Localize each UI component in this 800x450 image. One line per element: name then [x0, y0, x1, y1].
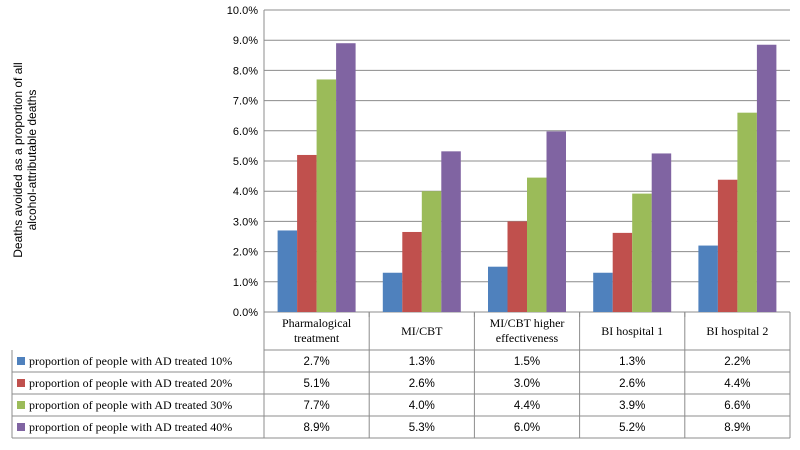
bar [546, 131, 566, 312]
data-label: 4.0% [409, 400, 435, 412]
legend-key [17, 401, 25, 409]
bar [632, 193, 652, 312]
data-label: 5.1% [303, 378, 329, 390]
y-tick-label: 10.0% [227, 5, 258, 17]
y-tick-label: 4.0% [233, 186, 258, 198]
y-axis-label-line: alcohol-attributable deaths [25, 90, 39, 231]
data-label: 2.7% [303, 356, 329, 368]
data-label: 7.7% [303, 400, 329, 412]
data-label: 8.9% [303, 422, 329, 434]
bar [527, 177, 547, 312]
y-tick-label: 0.0% [233, 307, 258, 319]
legend-label: proportion of people with AD treated 40% [29, 420, 232, 434]
bar [277, 230, 298, 312]
bar [737, 112, 757, 313]
legend-key [17, 423, 25, 431]
y-tick-label: 1.0% [233, 277, 258, 289]
category-label: BI hospital 1 [601, 324, 663, 338]
category-label-line: BI hospital 2 [706, 324, 768, 338]
y-tick-label: 6.0% [233, 126, 258, 138]
data-label: 5.2% [619, 422, 645, 434]
bars [277, 43, 777, 313]
data-label: 2.2% [724, 356, 750, 368]
bar [612, 232, 633, 312]
data-label: 1.5% [514, 356, 540, 368]
y-tick-label: 2.0% [233, 247, 258, 259]
y-axis-ticks: 0.0% 1.0% 2.0% 3.0% 4.0% 5.0% 6.0% 7.0% 8.0% 9.0%… [227, 5, 258, 319]
bar [402, 231, 422, 312]
bar [488, 266, 508, 312]
data-label: 6.6% [724, 400, 750, 412]
data-label: 2.6% [619, 378, 645, 390]
data-label: 3.9% [619, 400, 645, 412]
data-label: 1.3% [409, 356, 435, 368]
bar [698, 245, 718, 312]
data-label: 6.0% [514, 422, 540, 434]
category-label-line: BI hospital 1 [601, 324, 663, 338]
y-tick-label: 9.0% [233, 35, 258, 47]
bar [316, 79, 337, 313]
legend-label: proportion of people with AD treated 30% [29, 398, 232, 412]
data-label: 4.4% [724, 378, 750, 390]
y-tick-label: 7.0% [233, 96, 258, 108]
legend-key [17, 379, 25, 387]
bar [441, 151, 461, 312]
category-label-line: MI/CBT [401, 324, 443, 338]
bar [651, 153, 672, 312]
legend-label: proportion of people with AD treated 10% [29, 354, 232, 368]
bar [336, 43, 356, 312]
bar [756, 44, 777, 312]
data-label: 3.0% [514, 378, 540, 390]
data-label: 5.3% [409, 422, 435, 434]
y-tick-label: 3.0% [233, 216, 258, 228]
category-label: MI/CBT higher effectiveness [490, 316, 565, 345]
category-label: BI hospital 2 [706, 324, 768, 338]
category-label-line: MI/CBT higher [490, 316, 565, 330]
bar [507, 221, 527, 312]
bar [421, 191, 442, 312]
category-label: MI/CBT [401, 324, 443, 338]
bar [382, 272, 403, 312]
bar [297, 154, 317, 312]
y-axis-label-text: Deaths avoided as a proportion of allalc… [11, 62, 39, 257]
category-label-line: treatment [294, 331, 340, 345]
category-label-line: effectiveness [496, 331, 559, 345]
data-table: Pharmalogical treatment MI/CBT MI/CBT highe… [11, 312, 791, 439]
data-label: 4.4% [514, 400, 540, 412]
bar [717, 179, 738, 312]
y-tick-label: 5.0% [233, 156, 258, 168]
data-label: 1.3% [619, 356, 645, 368]
legend-key [17, 357, 25, 365]
category-label-line: Pharmalogical [282, 316, 352, 330]
bar [593, 272, 613, 312]
y-axis-label: Deaths avoided as a proportion of allalc… [11, 62, 39, 257]
data-label: 8.9% [724, 422, 750, 434]
legend-label: proportion of people with AD treated 20% [29, 376, 232, 390]
y-tick-label: 8.0% [233, 65, 258, 77]
data-label: 2.6% [409, 378, 435, 390]
category-label: Pharmalogical treatment [282, 316, 352, 345]
y-axis-label-line: Deaths avoided as a proportion of all [11, 62, 25, 257]
